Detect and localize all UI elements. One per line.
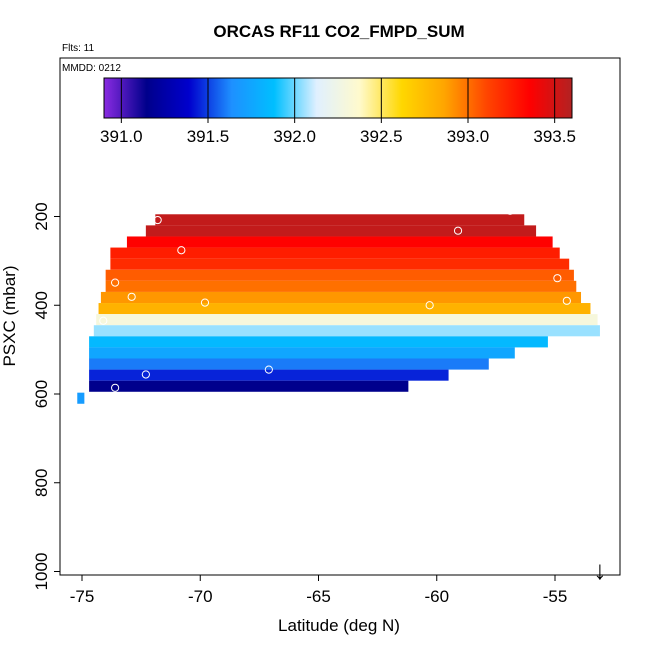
down-arrow-icon: ↓ [593,555,606,585]
x-tick-label: -65 [306,587,331,606]
heatmap-row-5 [110,258,570,270]
colorbar-tick-label: 392.5 [360,127,403,146]
y-tick-label: 800 [32,469,51,497]
sample-point-12 [562,296,571,305]
sample-point-28 [364,549,373,558]
x-tick-label: -75 [70,587,95,606]
heatmap-row-4 [110,247,560,259]
sample-point-23 [309,486,318,495]
x-tick-label: -70 [188,587,213,606]
y-axis-label: PSXC (mbar) [0,265,19,366]
sample-point-21 [82,460,91,469]
heatmap-row-10 [96,314,598,326]
heatmap-layer [77,214,600,404]
heatmap-row-6 [105,269,574,281]
sample-point-15 [111,383,120,392]
heatmap-row-8 [100,291,582,304]
sample-point-14 [141,370,150,379]
sample-point-18 [595,399,605,408]
sample-point-17 [184,406,193,415]
chart-title: ORCAS RF11 CO2_FMPD_SUM [213,22,464,41]
direction-marker: ↓ [593,555,606,585]
sample-point-3 [505,206,515,215]
colorbar-gradient [103,77,573,119]
sample-point-29 [399,550,408,560]
sample-point-2 [312,203,321,212]
y-tick-label: 1000 [32,553,51,591]
colorbar-tick-label: 393.5 [533,127,576,146]
heatmap-row-2 [145,225,537,237]
sample-point-27 [319,549,328,558]
x-tick-label: -60 [424,587,449,606]
sample-point-30 [409,550,418,560]
y-tick-label: 600 [32,380,51,408]
sample-point-8 [553,274,562,283]
sample-point-13 [99,316,108,325]
sample-point-7 [111,278,120,287]
heatmap-row-12 [89,336,548,348]
heatmap-row-13 [89,347,515,359]
colorbar-tick-label: 392.0 [273,127,316,146]
sample-points-layer [75,203,605,564]
x-axis-label: Latitude (deg N) [278,616,400,635]
heatmap-row-17 [77,392,85,404]
sample-point-20 [593,436,602,445]
sample-point-25 [378,497,387,506]
sample-point-19 [413,434,422,443]
sample-point-16 [264,365,273,374]
x-tick-label: -55 [543,587,568,606]
colorbar-tick-label: 393.0 [447,127,490,146]
flights-annotation: Flts: 11 [62,43,94,54]
sample-point-1 [153,215,162,225]
sample-point-5 [453,226,463,235]
sample-point-24 [342,498,351,507]
colorbar-tick-label: 391.0 [100,127,143,146]
sample-point-31 [75,554,84,564]
sample-point-26 [167,548,176,557]
heatmap-row-7 [105,280,577,292]
heatmap-row-11 [93,325,600,337]
sample-point-10 [200,298,210,307]
heatmap-row-3 [126,236,553,248]
plot-frame [59,57,621,576]
sample-point-4 [522,205,531,214]
x-axis: -75 -70 -65 -60 -55 [70,575,568,606]
heatmap-row-16 [89,380,409,392]
sample-point-22 [89,490,98,499]
mmdd-annotation: MMDD: 0212 [62,63,121,74]
sample-point-11 [425,301,434,310]
sample-point-9 [127,292,136,301]
colorbar-tick-label: 391.5 [187,127,230,146]
heatmap-row-1 [155,214,525,226]
colorbar: 391.0 391.5 392.0 392.5 393.0 393.5 [100,77,576,146]
sample-point-6 [177,246,186,255]
heatmap-row-9 [98,303,591,315]
heatmap-row-14 [89,358,489,370]
heatmap-row-15 [89,369,449,381]
y-tick-label: 200 [32,202,51,230]
y-axis: 200 400 600 800 1000 [32,202,60,590]
y-tick-label: 400 [32,291,51,319]
